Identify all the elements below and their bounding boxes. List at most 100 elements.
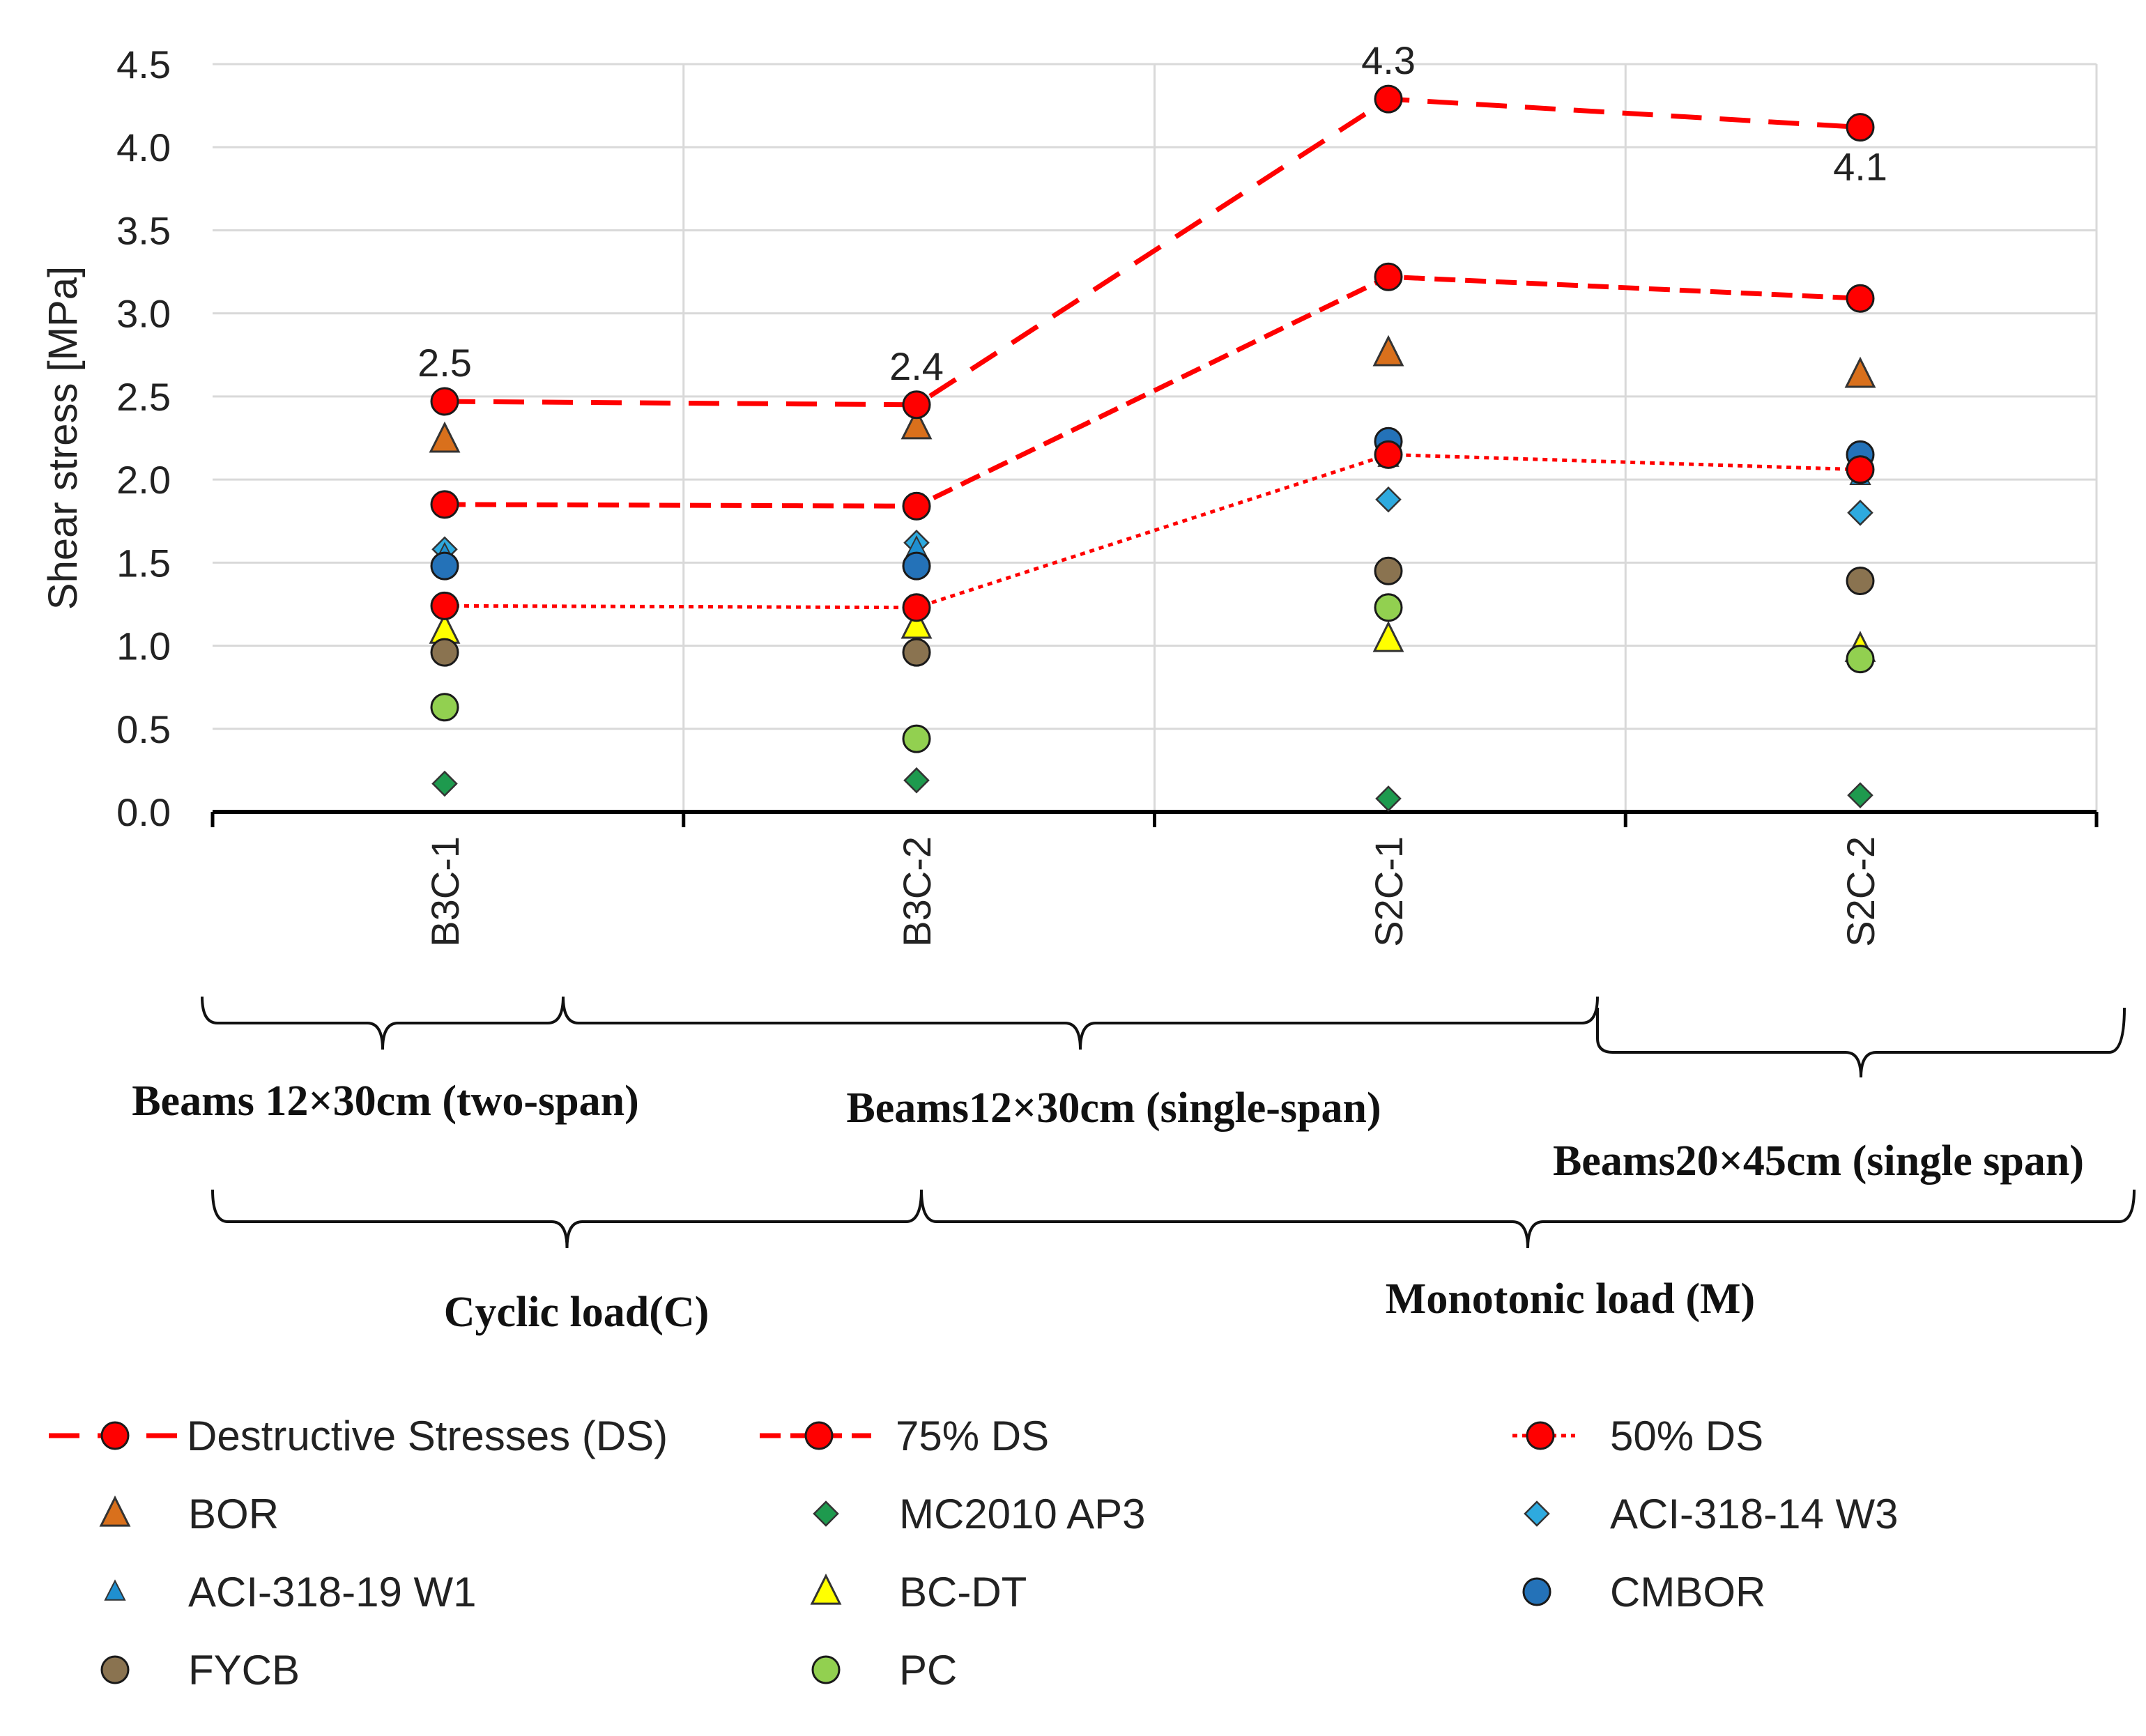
legend-marker-75-ds (804, 1421, 834, 1450)
y-tick-label: 2.0 (116, 458, 171, 502)
legend-label-75-ds: 75% DS (896, 1413, 1049, 1459)
data-points (429, 84, 1876, 812)
point-aci-318-14-w3-s2c-1 (1375, 486, 1402, 513)
point-bor-s2c-2 (1844, 356, 1876, 388)
legend-marker-bc-dt (810, 1573, 842, 1605)
legend-marker-destructive-stresses-ds (100, 1421, 130, 1450)
point-bc-dt-b3c-2 (900, 607, 933, 639)
legend-item-75-ds: 75% DS (760, 1413, 1049, 1459)
y-tick-label: 4.0 (116, 125, 171, 169)
point-pc-s2c-2 (1846, 645, 1875, 674)
legend-item-pc: PC (811, 1647, 957, 1693)
legend-marker-pc (811, 1655, 841, 1684)
legend-item-aci-318-19-w1: ACI-318-19 W1 (104, 1569, 477, 1615)
point-pc-b3c-2 (902, 724, 931, 753)
group-brace-cyclic-load-c (211, 1189, 923, 1249)
legend-item-bor: BOR (99, 1491, 279, 1537)
legend-label-bor: BOR (188, 1491, 279, 1537)
y-tick-label: 3.0 (116, 292, 171, 336)
x-tick-label-s2c-2: S2C-2 (1839, 836, 1883, 947)
group-label-beams-12-30cm-two-span: Beams 12×30cm (two-span) (132, 1077, 639, 1125)
point-aci-318-14-w3-s2c-2 (1847, 500, 1873, 526)
point-destructive-stresses-ds-b3c-1 (430, 387, 459, 416)
point-mc2010-ap3-s2c-2 (1847, 782, 1873, 808)
point-50-ds-b3c-1 (430, 591, 459, 620)
point-pc-b3c-1 (430, 693, 459, 722)
point-mc2010-ap3-b3c-1 (431, 770, 458, 797)
series-line-destructive-stresses-ds (444, 96, 1861, 408)
point-fycb-s2c-2 (1846, 567, 1875, 596)
legend-marker-bor (99, 1495, 131, 1527)
data-label-b3c-2: 2.4 (889, 344, 944, 388)
series-line-75-ds (444, 274, 1861, 509)
point-bc-dt-s2c-1 (1372, 620, 1404, 652)
x-tick-label-b3c-2: B3C-2 (895, 836, 939, 947)
group-brace-monotonic-load-m (920, 1189, 2136, 1249)
point-destructive-stresses-ds-s2c-2 (1846, 113, 1875, 142)
legend-marker-mc2010-ap3 (813, 1500, 839, 1527)
y-tick-label: 1.0 (116, 624, 171, 668)
group-brace-beams20-45cm-single-span (1596, 1007, 2126, 1078)
data-label-s2c-2: 4.1 (1833, 145, 1887, 189)
y-axis-title: Shear stress [MPa] (40, 266, 86, 610)
data-labels: 2.5 2.4 4.3 4.1 (417, 38, 1887, 388)
legend-label-50-ds: 50% DS (1610, 1413, 1763, 1459)
point-destructive-stresses-ds-b3c-2 (902, 390, 931, 420)
y-tick-label: 1.5 (116, 541, 171, 585)
legend-item-bc-dt: BC-DT (810, 1569, 1027, 1615)
legend-item-destructive-stresses-ds: Destructive Stresses (DS) (49, 1413, 668, 1459)
legend-marker-cmbor (1522, 1577, 1551, 1606)
legend-marker-aci-318-14-w3 (1524, 1500, 1550, 1527)
point-cmbor-b3c-1 (430, 551, 459, 581)
legend-item-aci-318-14-w3: ACI-318-14 W3 (1524, 1491, 1899, 1537)
point-fycb-b3c-1 (430, 638, 459, 667)
point-fycb-b3c-2 (902, 638, 931, 667)
legend-label-destructive-stresses-ds: Destructive Stresses (DS) (187, 1413, 668, 1459)
point-50-ds-s2c-2 (1846, 455, 1875, 484)
point-75-ds-b3c-1 (430, 490, 459, 519)
legend-marker-fycb (100, 1655, 130, 1684)
point-50-ds-b3c-2 (902, 593, 931, 622)
legend-label-cmbor: CMBOR (1610, 1569, 1765, 1615)
point-bor-b3c-2 (900, 408, 933, 440)
legend-label-bc-dt: BC-DT (899, 1569, 1027, 1615)
point-bor-b3c-1 (429, 421, 461, 453)
legend-label-fycb: FYCB (188, 1647, 300, 1693)
point-bor-s2c-1 (1372, 335, 1404, 367)
point-50-ds-s2c-1 (1374, 440, 1403, 469)
legend-label-aci-318-19-w1: ACI-318-19 W1 (188, 1569, 477, 1615)
legend-item-fycb: FYCB (100, 1647, 300, 1693)
point-cmbor-b3c-2 (902, 551, 931, 581)
legend-label-pc: PC (899, 1647, 957, 1693)
group-label-beams12-30cm-single-span: Beams12×30cm (single-span) (846, 1084, 1381, 1132)
point-75-ds-b3c-2 (902, 491, 931, 521)
y-tick-label: 2.5 (116, 375, 171, 419)
point-75-ds-s2c-2 (1846, 284, 1875, 313)
category-groups: Beams 12×30cm (two-span) Beams12×30cm (si… (132, 996, 2136, 1336)
group-label-monotonic-load-m: Monotonic load (M) (1386, 1275, 1755, 1323)
grid (213, 63, 2098, 812)
x-tick-label-b3c-1: B3C-1 (423, 836, 467, 947)
group-brace-beams-12-30cm-two-span (201, 996, 565, 1050)
point-destructive-stresses-ds-s2c-1 (1374, 84, 1403, 114)
y-tick-label: 0.0 (116, 790, 171, 834)
y-tick-label: 0.5 (116, 707, 171, 751)
point-75-ds-s2c-1 (1374, 262, 1403, 291)
data-label-s2c-1: 4.3 (1361, 38, 1416, 82)
point-fycb-s2c-1 (1374, 556, 1403, 585)
y-tick-label: 3.5 (116, 208, 171, 252)
point-pc-s2c-1 (1374, 593, 1403, 622)
legend-item-mc2010-ap3: MC2010 AP3 (813, 1491, 1146, 1537)
legend-label-aci-318-14-w3: ACI-318-14 W3 (1610, 1491, 1899, 1537)
group-label-beams20-45cm-single-span: Beams20×45cm (single span) (1553, 1137, 2084, 1185)
point-mc2010-ap3-b3c-2 (903, 767, 930, 794)
legend-label-mc2010-ap3: MC2010 AP3 (899, 1491, 1146, 1537)
y-tick-label: 4.5 (116, 43, 171, 86)
data-label-b3c-1: 2.5 (417, 341, 472, 385)
legend-item-50-ds: 50% DS (1512, 1413, 1763, 1459)
legend: Destructive Stresses (DS) 75% DS 50% DS BOR… (49, 1413, 1899, 1693)
legend-item-cmbor: CMBOR (1522, 1569, 1765, 1615)
point-mc2010-ap3-s2c-1 (1375, 785, 1402, 812)
